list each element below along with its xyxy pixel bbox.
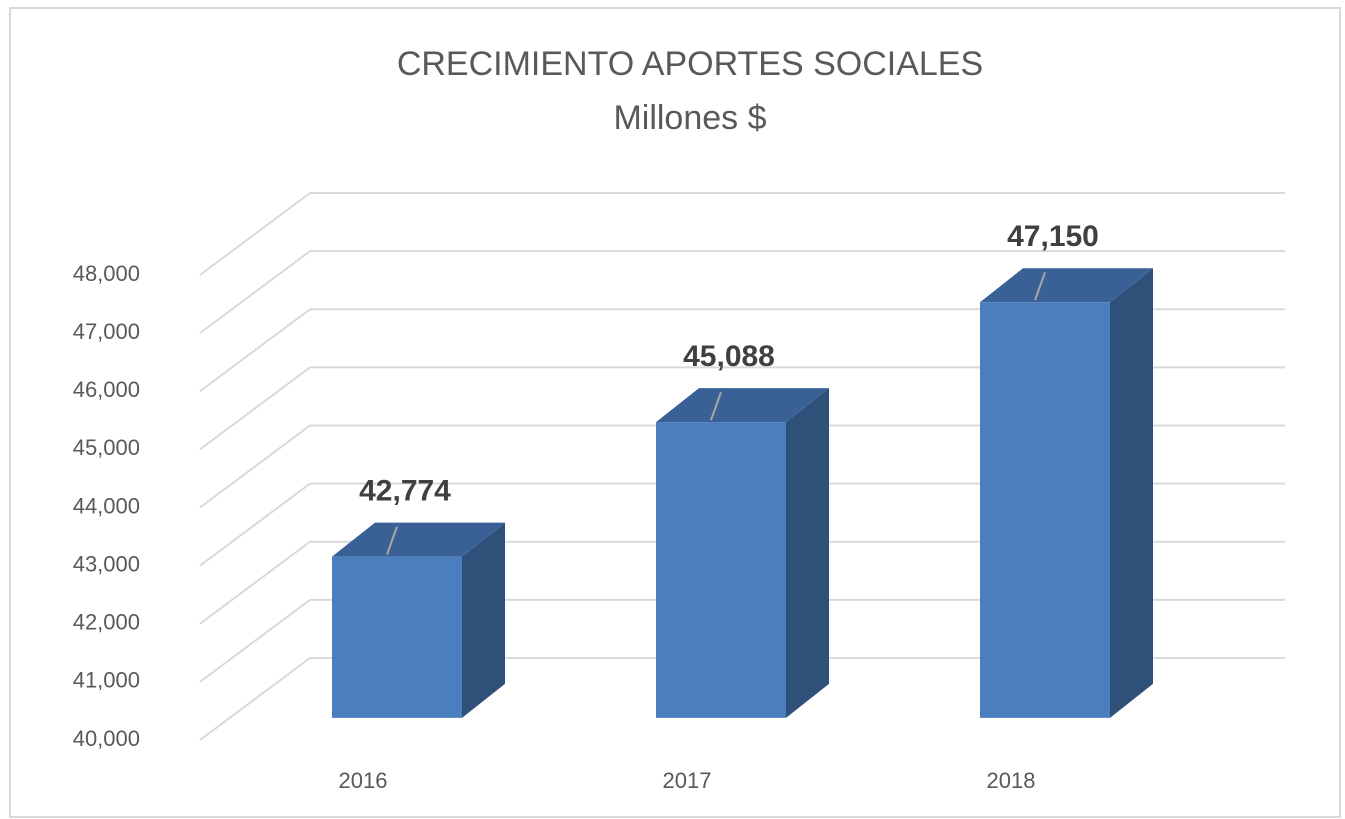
bar-top <box>332 522 505 557</box>
x-tick-label: 2018 <box>987 768 1036 793</box>
y-tick-label: 47,000 <box>73 319 140 344</box>
grid-line <box>199 366 311 451</box>
bar-side <box>1110 268 1153 718</box>
bar <box>656 422 786 718</box>
y-tick-label: 40,000 <box>73 726 140 751</box>
value-label: 42,774 <box>359 475 451 508</box>
bar-side <box>462 522 505 718</box>
grid-line <box>199 482 311 567</box>
value-label: 47,150 <box>1007 220 1099 253</box>
grid-line <box>199 424 311 509</box>
grid-line <box>199 192 311 276</box>
bar-side <box>786 388 829 718</box>
y-tick-label: 42,000 <box>73 610 140 635</box>
grid-line <box>199 540 311 625</box>
chart-title: CRECIMIENTO APORTES SOCIALES <box>397 45 983 83</box>
x-tick-label: 2017 <box>663 768 712 793</box>
y-tick-label: 45,000 <box>73 435 140 460</box>
grid-line <box>199 308 311 393</box>
bar <box>980 302 1110 718</box>
chart-subtitle: Millones $ <box>613 99 766 137</box>
bar-top <box>656 388 829 423</box>
y-tick-label: 46,000 <box>73 377 140 402</box>
value-label: 45,088 <box>683 340 775 373</box>
grid-line <box>199 250 311 334</box>
y-tick-label: 44,000 <box>73 493 140 518</box>
leader-line <box>710 391 722 421</box>
grid-line <box>199 657 311 741</box>
y-tick-label: 41,000 <box>73 668 140 693</box>
bar-top <box>980 268 1153 303</box>
grid-line <box>199 599 311 683</box>
y-tick-label: 48,000 <box>73 261 140 286</box>
bar <box>332 556 462 718</box>
y-tick-label: 43,000 <box>73 551 140 576</box>
leader-line <box>1034 271 1046 301</box>
leader-line <box>386 526 398 555</box>
x-tick-label: 2016 <box>339 768 388 793</box>
